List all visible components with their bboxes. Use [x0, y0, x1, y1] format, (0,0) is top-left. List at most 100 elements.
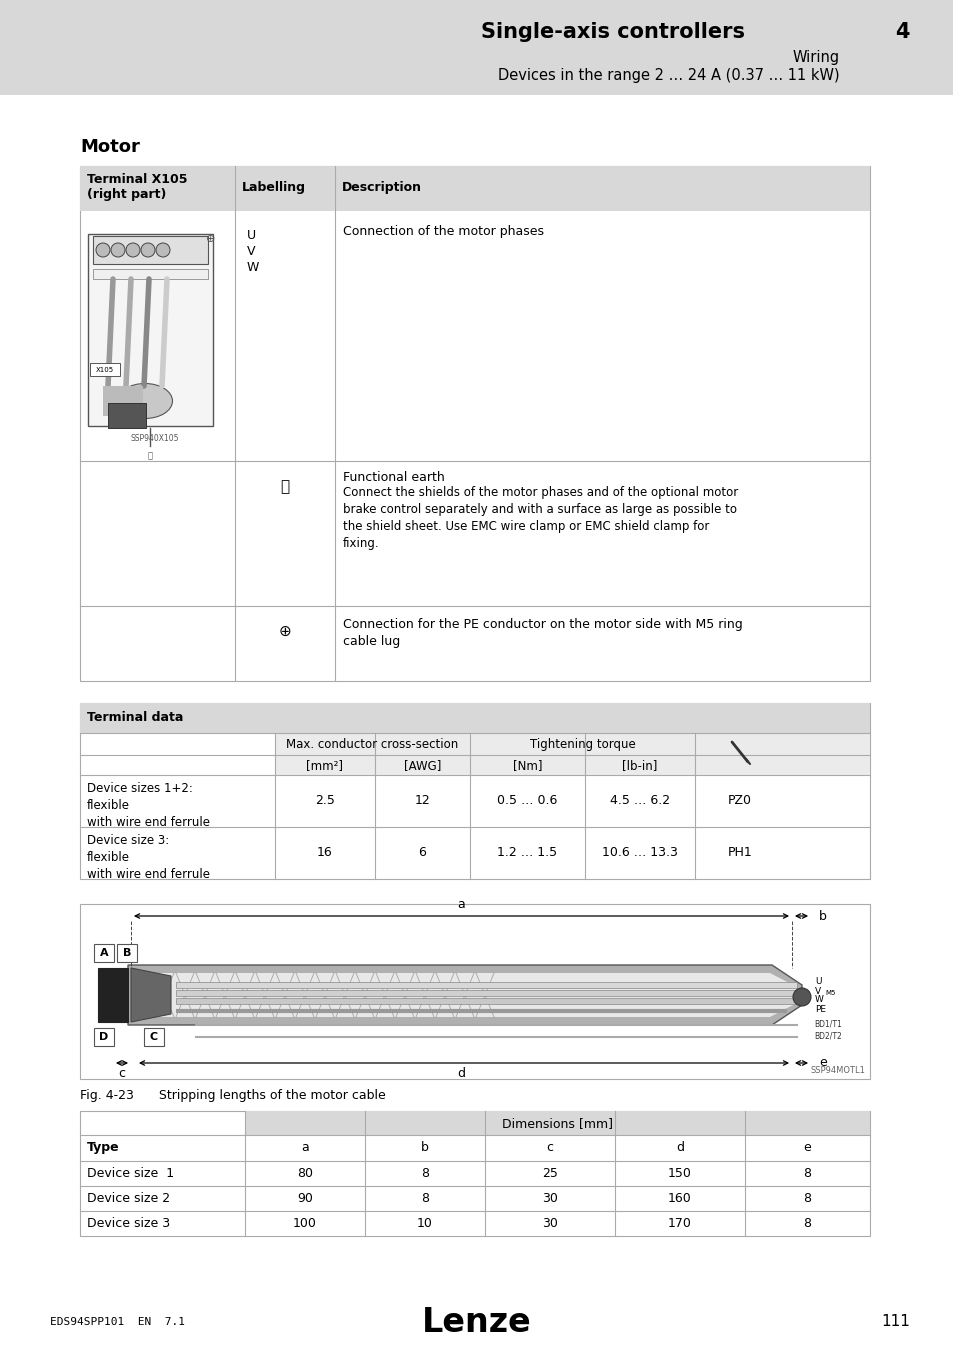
Text: ⊕: ⊕ [278, 624, 291, 639]
Text: 170: 170 [667, 1216, 691, 1230]
Bar [80, 703, 869, 879]
Text: Dimensions [mm]: Dimensions [mm] [501, 1116, 613, 1130]
Text: [lb-in]: [lb-in] [621, 759, 657, 772]
Bar [274, 733, 869, 775]
Bar [94, 1027, 113, 1046]
Text: W: W [247, 261, 259, 274]
Text: Device size  1: Device size 1 [87, 1166, 174, 1180]
Text: 80: 80 [296, 1166, 313, 1180]
Bar [92, 236, 208, 265]
Text: 8: 8 [420, 1166, 429, 1180]
Polygon shape [175, 981, 796, 988]
Text: 100: 100 [293, 1216, 316, 1230]
Text: [AWG]: [AWG] [403, 759, 440, 772]
Text: 30: 30 [541, 1216, 558, 1230]
Bar [80, 166, 869, 680]
Text: U: U [247, 230, 255, 242]
Text: 25: 25 [541, 1166, 558, 1180]
Text: EDS94SPP101  EN  7.1: EDS94SPP101 EN 7.1 [50, 1318, 185, 1327]
Text: BD2/T2: BD2/T2 [813, 1031, 841, 1041]
Text: A: A [99, 948, 109, 958]
Bar [98, 968, 128, 1022]
Bar [80, 1111, 869, 1237]
Text: SSP94MOTL1: SSP94MOTL1 [809, 1066, 864, 1075]
Polygon shape [175, 998, 796, 1004]
Circle shape [156, 243, 170, 256]
Circle shape [126, 243, 140, 256]
Text: Lenze: Lenze [421, 1305, 532, 1338]
Text: ⊕: ⊕ [206, 234, 215, 244]
Text: V: V [814, 987, 821, 995]
Text: V: V [247, 244, 255, 258]
Text: c: c [546, 1141, 553, 1154]
Text: c: c [118, 1066, 126, 1080]
Text: BD1/T1: BD1/T1 [813, 1019, 841, 1029]
Text: 10.6 … 13.3: 10.6 … 13.3 [601, 846, 678, 860]
Text: B: B [123, 948, 132, 958]
Text: 2.5: 2.5 [314, 795, 335, 807]
Text: 4.5 … 6.2: 4.5 … 6.2 [609, 795, 669, 807]
Text: a: a [301, 1141, 309, 1154]
Text: a: a [457, 898, 465, 911]
Text: 8: 8 [802, 1166, 811, 1180]
Bar [88, 234, 213, 427]
Text: d: d [457, 1066, 465, 1080]
Bar [94, 944, 113, 963]
Text: 111: 111 [881, 1315, 909, 1330]
Text: 8: 8 [420, 1192, 429, 1206]
Text: Max. conductor cross-section: Max. conductor cross-section [286, 738, 458, 751]
Text: Single-axis controllers: Single-axis controllers [480, 22, 744, 42]
Text: Devices in the range 2 … 24 A (0.37 … 11 kW): Devices in the range 2 … 24 A (0.37 … 11… [497, 68, 840, 82]
Bar [80, 166, 869, 211]
Text: PE: PE [814, 1004, 825, 1014]
Text: C: C [150, 1031, 158, 1042]
Text: 12: 12 [415, 795, 430, 807]
Text: Type: Type [87, 1141, 119, 1154]
Text: ⨟: ⨟ [280, 479, 290, 494]
Bar [117, 944, 137, 963]
Text: Wiring: Wiring [792, 50, 840, 65]
Ellipse shape [117, 383, 172, 418]
Text: 1.2 … 1.5: 1.2 … 1.5 [497, 846, 557, 860]
Text: 0.5 … 0.6: 0.5 … 0.6 [497, 795, 558, 807]
Bar [80, 904, 869, 1079]
Circle shape [96, 243, 110, 256]
Text: 90: 90 [296, 1192, 313, 1206]
Text: Labelling: Labelling [242, 181, 306, 194]
Text: 160: 160 [667, 1192, 691, 1206]
Text: Terminal X105: Terminal X105 [87, 173, 188, 186]
Text: 6: 6 [418, 846, 426, 860]
Polygon shape [175, 990, 796, 996]
Circle shape [792, 988, 810, 1006]
Polygon shape [131, 968, 171, 1022]
Text: Description: Description [341, 181, 421, 194]
Text: Terminal data: Terminal data [87, 711, 183, 724]
Text: 16: 16 [316, 846, 333, 860]
Text: Motor: Motor [80, 138, 140, 157]
Text: Device size 2: Device size 2 [87, 1192, 170, 1206]
Text: Fig. 4-23  Stripping lengths of the motor cable: Fig. 4-23 Stripping lengths of the motor… [80, 1089, 385, 1102]
Text: 150: 150 [667, 1166, 691, 1180]
Text: 8: 8 [802, 1216, 811, 1230]
Text: Device size 3: Device size 3 [87, 1216, 170, 1230]
Text: b: b [818, 910, 826, 922]
Text: e: e [818, 1057, 826, 1069]
Text: Device sizes 1+2:
flexible
with wire end ferrule: Device sizes 1+2: flexible with wire end… [87, 782, 210, 829]
Circle shape [111, 243, 125, 256]
Text: PH1: PH1 [727, 846, 752, 860]
Text: M5: M5 [824, 990, 835, 996]
Bar [80, 703, 869, 733]
Text: ⨟: ⨟ [148, 451, 152, 460]
Text: Device size 3:
flexible
with wire end ferrule: Device size 3: flexible with wire end fe… [87, 834, 210, 882]
Text: 8: 8 [802, 1192, 811, 1206]
Text: X105: X105 [96, 366, 114, 373]
Text: 4: 4 [895, 22, 909, 42]
Text: d: d [676, 1141, 683, 1154]
Text: b: b [420, 1141, 429, 1154]
Text: [Nm]: [Nm] [512, 759, 541, 772]
Bar [92, 269, 208, 279]
Bar [245, 1111, 869, 1135]
Text: 30: 30 [541, 1192, 558, 1206]
Bar [108, 404, 146, 428]
Text: e: e [802, 1141, 810, 1154]
